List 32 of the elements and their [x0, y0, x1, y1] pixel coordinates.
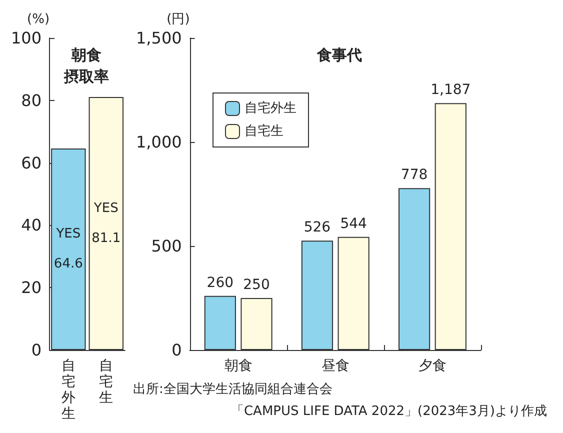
x-tick-label: 朝食	[224, 358, 252, 374]
data-label: 250	[243, 277, 270, 293]
data-label: 778	[400, 167, 428, 184]
y-tick-label: 100	[10, 28, 42, 48]
x-tick-label: 自宅生	[99, 358, 114, 406]
y-tick-label: 0	[31, 340, 42, 360]
text: 朝食	[70, 46, 102, 64]
text: 出所:全国大学生活協同組合連合会	[133, 382, 332, 397]
data-label: YES 81.1	[92, 200, 121, 246]
data-label: YES 64.6	[54, 226, 83, 272]
data-label: 260	[206, 274, 234, 291]
data-label: 544	[340, 216, 368, 232]
y-tick-label: 40	[21, 216, 42, 235]
y-tick-label: 1,000	[136, 132, 182, 152]
x-tick-label: 自宅外生	[61, 358, 76, 422]
y-tick-label: 60	[21, 153, 42, 172]
y-axis-title: (円)	[166, 12, 190, 27]
text: 食事代	[316, 46, 362, 64]
y-tick-label: 80	[21, 90, 42, 110]
x-tick-label: 夕食	[418, 358, 446, 374]
data-label: 1,187	[430, 82, 471, 98]
legend-label: 自宅外生	[244, 100, 296, 116]
data-label: 526	[304, 220, 331, 236]
text: 摂取率	[63, 68, 109, 86]
x-tick-label: 昼食	[321, 358, 350, 374]
y-tick-label: 0	[172, 340, 182, 360]
legend-label: 自宅生	[244, 123, 284, 139]
y-tick-label: 20	[21, 278, 42, 298]
y-axis-title: (%)	[27, 12, 50, 27]
text: 「CAMPUS LIFE DATA 2022」(2023年3月)より作成	[230, 404, 547, 419]
y-tick-label: 1,500	[136, 28, 182, 48]
y-tick-label: 500	[151, 236, 182, 256]
